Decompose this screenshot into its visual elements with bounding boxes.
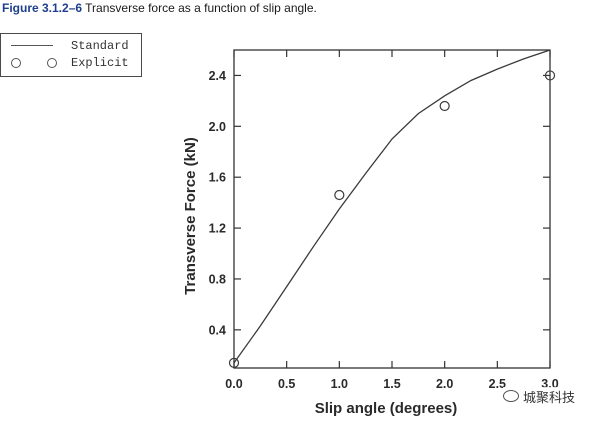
y-tick-label: 2.0 — [209, 120, 226, 134]
legend-label-explicit: Explicit — [71, 56, 129, 70]
y-tick-label: 0.4 — [209, 323, 226, 337]
figure-number: Figure 3.1.2–6 — [2, 1, 83, 15]
chart-legend: Standard Explicit — [0, 33, 142, 77]
watermark-text: 城聚科技 — [523, 389, 576, 405]
y-tick-label: 1.2 — [209, 222, 226, 236]
x-tick-label: 0.5 — [278, 377, 295, 391]
legend-label-standard: Standard — [71, 39, 129, 53]
figure-caption-text: Transverse force as a function of slip a… — [85, 1, 317, 15]
x-tick-label: 1.0 — [331, 377, 348, 391]
data-point-explicit — [439, 100, 450, 112]
data-point-explicit — [544, 70, 556, 81]
axes: 0.0 0.5 1.0 1.5 2.0 2.5 3.00.40.81.21.62.02.4 — [209, 49, 559, 391]
data-point-explicit — [334, 189, 345, 201]
circle-marker-icon — [11, 58, 21, 68]
x-tick-label: 1.5 — [383, 377, 400, 391]
x-tick-label: 2.5 — [489, 377, 506, 391]
plot-frame — [233, 49, 551, 369]
y-tick-label: 1.6 — [209, 171, 226, 185]
legend-item-explicit: Explicit — [1, 55, 141, 71]
legend-item-standard: Standard — [1, 38, 141, 54]
series-layer — [228, 49, 556, 369]
figure-caption: Figure 3.1.2–6 Transverse force as a fun… — [2, 1, 317, 15]
circle-marker-icon — [47, 58, 57, 68]
x-tick-label: 2.0 — [436, 377, 453, 391]
y-axis-label: Transverse Force (kN) — [182, 137, 199, 295]
x-tick-label: 0.0 — [225, 377, 242, 391]
line-symbol-icon — [11, 45, 53, 46]
watermark: 城聚科技 — [503, 387, 593, 405]
y-tick-label: 2.4 — [209, 69, 226, 83]
y-tick-label: 0.8 — [209, 272, 226, 286]
x-axis-label: Slip angle (degrees) — [315, 400, 458, 417]
series-line-standard — [233, 49, 551, 364]
wechat-icon — [503, 390, 519, 402]
data-point-explicit — [228, 357, 240, 369]
